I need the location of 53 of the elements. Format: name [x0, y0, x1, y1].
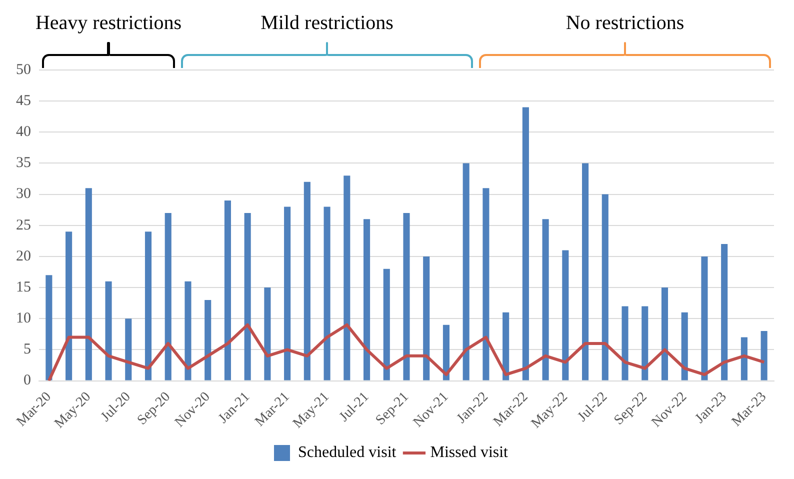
- bar: [125, 318, 132, 380]
- y-tick-label: 10: [16, 310, 31, 327]
- text: No restrictions: [564, 12, 686, 35]
- bar: [602, 194, 608, 380]
- bar: [383, 268, 390, 380]
- text: Mild restrictions: [260, 12, 394, 34]
- bar: [760, 331, 768, 380]
- bar: [462, 163, 470, 380]
- bar: [721, 244, 728, 380]
- bar: [661, 288, 668, 380]
- bar: [423, 256, 430, 380]
- bar: [642, 306, 648, 380]
- legend-label: Scheduled visit: [298, 444, 397, 462]
- y-tick-label: 25: [16, 217, 31, 234]
- bar: [184, 281, 192, 380]
- y-tick-label: 35: [16, 155, 31, 172]
- bar: [562, 250, 569, 380]
- bar: [622, 306, 628, 380]
- bar: [46, 275, 52, 380]
- y-tick-label: 50: [16, 62, 31, 78]
- y-tick-label: 0: [24, 372, 31, 389]
- bar: [582, 163, 589, 380]
- y-tick-label: 5: [24, 342, 31, 358]
- bar: [264, 288, 271, 380]
- bar: [522, 107, 529, 380]
- bar: [363, 219, 370, 380]
- y-tick-label: 30: [16, 186, 31, 202]
- bar: [344, 176, 350, 380]
- bar: [224, 200, 231, 380]
- y-tick-label: 45: [16, 93, 31, 110]
- bar: [164, 212, 172, 380]
- bar: [304, 182, 310, 380]
- bar: [502, 312, 510, 380]
- bar: [204, 300, 212, 380]
- bar: [542, 219, 549, 380]
- bar: [105, 281, 112, 380]
- y-tick-label: 40: [16, 124, 31, 140]
- bar: [324, 206, 330, 380]
- bar: [701, 256, 708, 380]
- bar: [740, 337, 748, 380]
- bar: [403, 212, 410, 380]
- bar: [482, 188, 490, 380]
- bar: [442, 324, 450, 380]
- bar: [144, 232, 152, 380]
- y-tick-label: 20: [16, 248, 31, 264]
- bar: [66, 232, 72, 380]
- bar: [85, 188, 92, 380]
- y-tick-label: 15: [16, 279, 31, 296]
- bar: [284, 206, 291, 380]
- bar: [244, 212, 251, 380]
- bar: [681, 312, 688, 380]
- text: Heavy restrictions: [34, 12, 183, 35]
- legend-label: Missed visit: [430, 444, 509, 462]
